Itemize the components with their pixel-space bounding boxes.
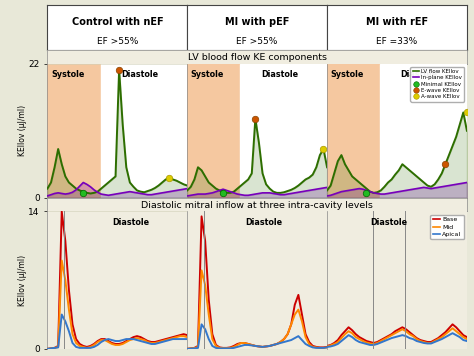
- Text: Systole: Systole: [51, 70, 84, 79]
- Bar: [100, 64, 187, 198]
- Text: LV blood flow KE components: LV blood flow KE components: [188, 53, 327, 62]
- Point: [219, 190, 227, 196]
- Point: [319, 146, 327, 152]
- Text: Systole: Systole: [191, 70, 224, 79]
- Y-axis label: KEIlov (μJ/ml): KEIlov (μJ/ml): [18, 255, 27, 306]
- Text: Diastole: Diastole: [121, 70, 158, 79]
- Y-axis label: KEIlov (μJ/ml): KEIlov (μJ/ml): [18, 105, 27, 156]
- Bar: [327, 64, 380, 198]
- Point: [115, 67, 123, 73]
- Legend: LV flow KEIlov, In-plane KEIlov, Minimal KEIlov, E-wave KEIlov, A-wave KEIlov: LV flow KEIlov, In-plane KEIlov, Minimal…: [410, 67, 464, 101]
- Text: Diastole: Diastole: [261, 70, 298, 79]
- Bar: [187, 64, 240, 198]
- Text: Systole: Systole: [330, 70, 364, 79]
- Text: EF >55%: EF >55%: [97, 37, 138, 47]
- Bar: [240, 64, 327, 198]
- Text: Diastole: Diastole: [113, 218, 150, 227]
- Point: [252, 116, 259, 121]
- Text: Diastole: Diastole: [401, 70, 438, 79]
- Text: MI with pEF: MI with pEF: [225, 17, 289, 27]
- Text: Diastole: Diastole: [246, 218, 283, 227]
- Point: [442, 161, 449, 167]
- Legend: Base, Mid, Apical: Base, Mid, Apical: [430, 215, 464, 240]
- Bar: [47, 64, 100, 198]
- Point: [363, 190, 370, 196]
- Point: [165, 176, 173, 181]
- Text: EF =33%: EF =33%: [376, 37, 418, 47]
- Bar: [380, 64, 467, 198]
- Text: Diastole: Diastole: [370, 218, 407, 227]
- Text: Control with nEF: Control with nEF: [72, 17, 163, 27]
- Point: [463, 110, 471, 115]
- Point: [80, 190, 87, 196]
- Text: Diastolic mitral inflow at three intra-cavity levels: Diastolic mitral inflow at three intra-c…: [141, 201, 373, 210]
- Text: MI with rEF: MI with rEF: [366, 17, 428, 27]
- Text: EF >55%: EF >55%: [237, 37, 278, 47]
